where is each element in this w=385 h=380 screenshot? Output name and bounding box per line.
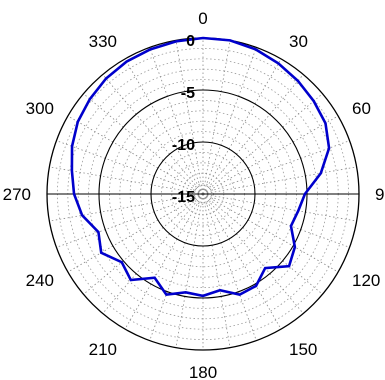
radial-tick-label: -5: [181, 85, 195, 102]
angle-grid-spoke: [202, 166, 357, 195]
angle-tick-label: 30: [289, 32, 308, 51]
angle-tick-label: 180: [189, 363, 217, 380]
angle-tick-label: 60: [352, 99, 371, 118]
angle-tick-label: 210: [89, 340, 117, 359]
angle-tick-label: 0: [198, 9, 207, 28]
angle-grid-spoke: [149, 47, 204, 195]
angle-grid-spoke: [202, 47, 257, 195]
angle-tick-label: 150: [289, 340, 317, 359]
angle-tick-label: 120: [352, 271, 380, 290]
angle-grid-spoke: [202, 40, 231, 195]
angle-tick-label: 330: [89, 32, 117, 51]
major-grid-circle: [150, 141, 256, 247]
angle-tick-labels: 0 30 60 90 120 150 180 210 240 270 300 330: [3, 9, 385, 380]
angle-grid-spoke: [202, 193, 231, 348]
angle-tick-label: 270: [3, 185, 31, 204]
radial-tick-label: 0: [186, 33, 195, 50]
angle-tick-label: 300: [26, 99, 54, 118]
series-layer: [70, 36, 331, 298]
angle-grid-spoke: [175, 40, 204, 195]
angle-grid-spoke: [202, 193, 257, 341]
radial-tick-label: -15: [172, 189, 195, 206]
angle-tick-label: 240: [26, 271, 54, 290]
polar-grid: [46, 37, 360, 351]
series-line: [70, 36, 331, 298]
major-grid-circle: [98, 89, 308, 299]
radial-tick-labels: -15 -10 -5 0: [172, 33, 195, 206]
angle-grid-spoke: [175, 193, 204, 348]
angle-grid-spoke: [202, 193, 357, 222]
radial-tick-label: -10: [172, 137, 195, 154]
angle-tick-label: 90: [375, 185, 385, 204]
angle-grid-spoke: [149, 193, 204, 341]
